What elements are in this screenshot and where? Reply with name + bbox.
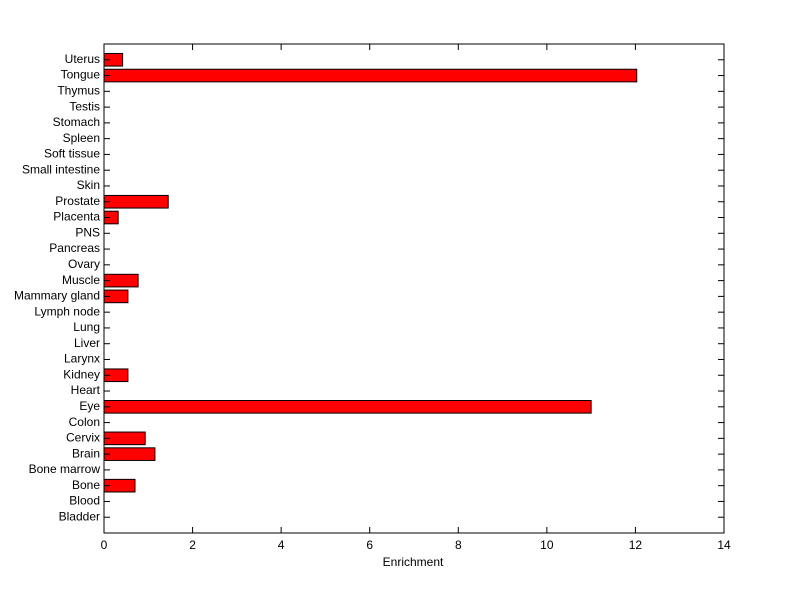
bar bbox=[103, 431, 146, 446]
y-tick-label: Small intestine bbox=[22, 162, 100, 176]
y-tick-label: Lung bbox=[73, 320, 100, 334]
x-tick-label: 14 bbox=[717, 538, 731, 552]
bar bbox=[103, 68, 638, 83]
y-tick-label: Brain bbox=[72, 446, 100, 460]
bar bbox=[103, 194, 169, 209]
y-tick-label: Pancreas bbox=[49, 241, 100, 255]
y-tick-label: Muscle bbox=[62, 273, 100, 287]
plot-frame bbox=[103, 43, 725, 534]
y-tick-label: Eye bbox=[79, 399, 100, 413]
y-tick-label: Bone marrow bbox=[29, 462, 101, 476]
y-tick-label: Uterus bbox=[65, 52, 100, 66]
y-tick-label: Testis bbox=[69, 99, 100, 113]
y-tick-label: Lymph node bbox=[34, 304, 100, 318]
x-tick-label: 0 bbox=[101, 538, 108, 552]
y-tick-label: Mammary gland bbox=[14, 289, 100, 303]
x-tick-label: 6 bbox=[366, 538, 373, 552]
x-tick-label: 2 bbox=[189, 538, 196, 552]
y-tick-label: Spleen bbox=[63, 131, 100, 145]
y-tick-label: Bladder bbox=[59, 509, 100, 523]
x-tick-label: 8 bbox=[455, 538, 462, 552]
y-tick-label: Prostate bbox=[55, 194, 100, 208]
y-tick-label: PNS bbox=[75, 225, 100, 239]
y-tick-label: Kidney bbox=[63, 367, 100, 381]
x-axis-label: Enrichment bbox=[383, 555, 444, 569]
y-tick-label: Placenta bbox=[53, 210, 100, 224]
y-tick-label: Skin bbox=[77, 178, 100, 192]
y-tick-label: Blood bbox=[69, 494, 100, 508]
y-tick-label: Soft tissue bbox=[44, 147, 100, 161]
y-tick-label: Ovary bbox=[68, 257, 100, 271]
y-tick-label: Heart bbox=[71, 383, 101, 397]
y-tick-label: Thymus bbox=[57, 83, 100, 97]
x-tick-label: 12 bbox=[629, 538, 643, 552]
y-tick-label: Larynx bbox=[64, 352, 100, 366]
y-tick-label: Tongue bbox=[61, 68, 101, 82]
y-tick-label: Bone bbox=[72, 478, 100, 492]
y-tick-label: Colon bbox=[69, 415, 100, 429]
bar bbox=[103, 447, 156, 461]
x-tick-label: 10 bbox=[540, 538, 554, 552]
x-tick-label: 4 bbox=[278, 538, 285, 552]
y-tick-label: Stomach bbox=[53, 115, 100, 129]
bar bbox=[103, 399, 592, 414]
y-tick-label: Liver bbox=[74, 336, 100, 350]
y-tick-label: Cervix bbox=[66, 431, 100, 445]
